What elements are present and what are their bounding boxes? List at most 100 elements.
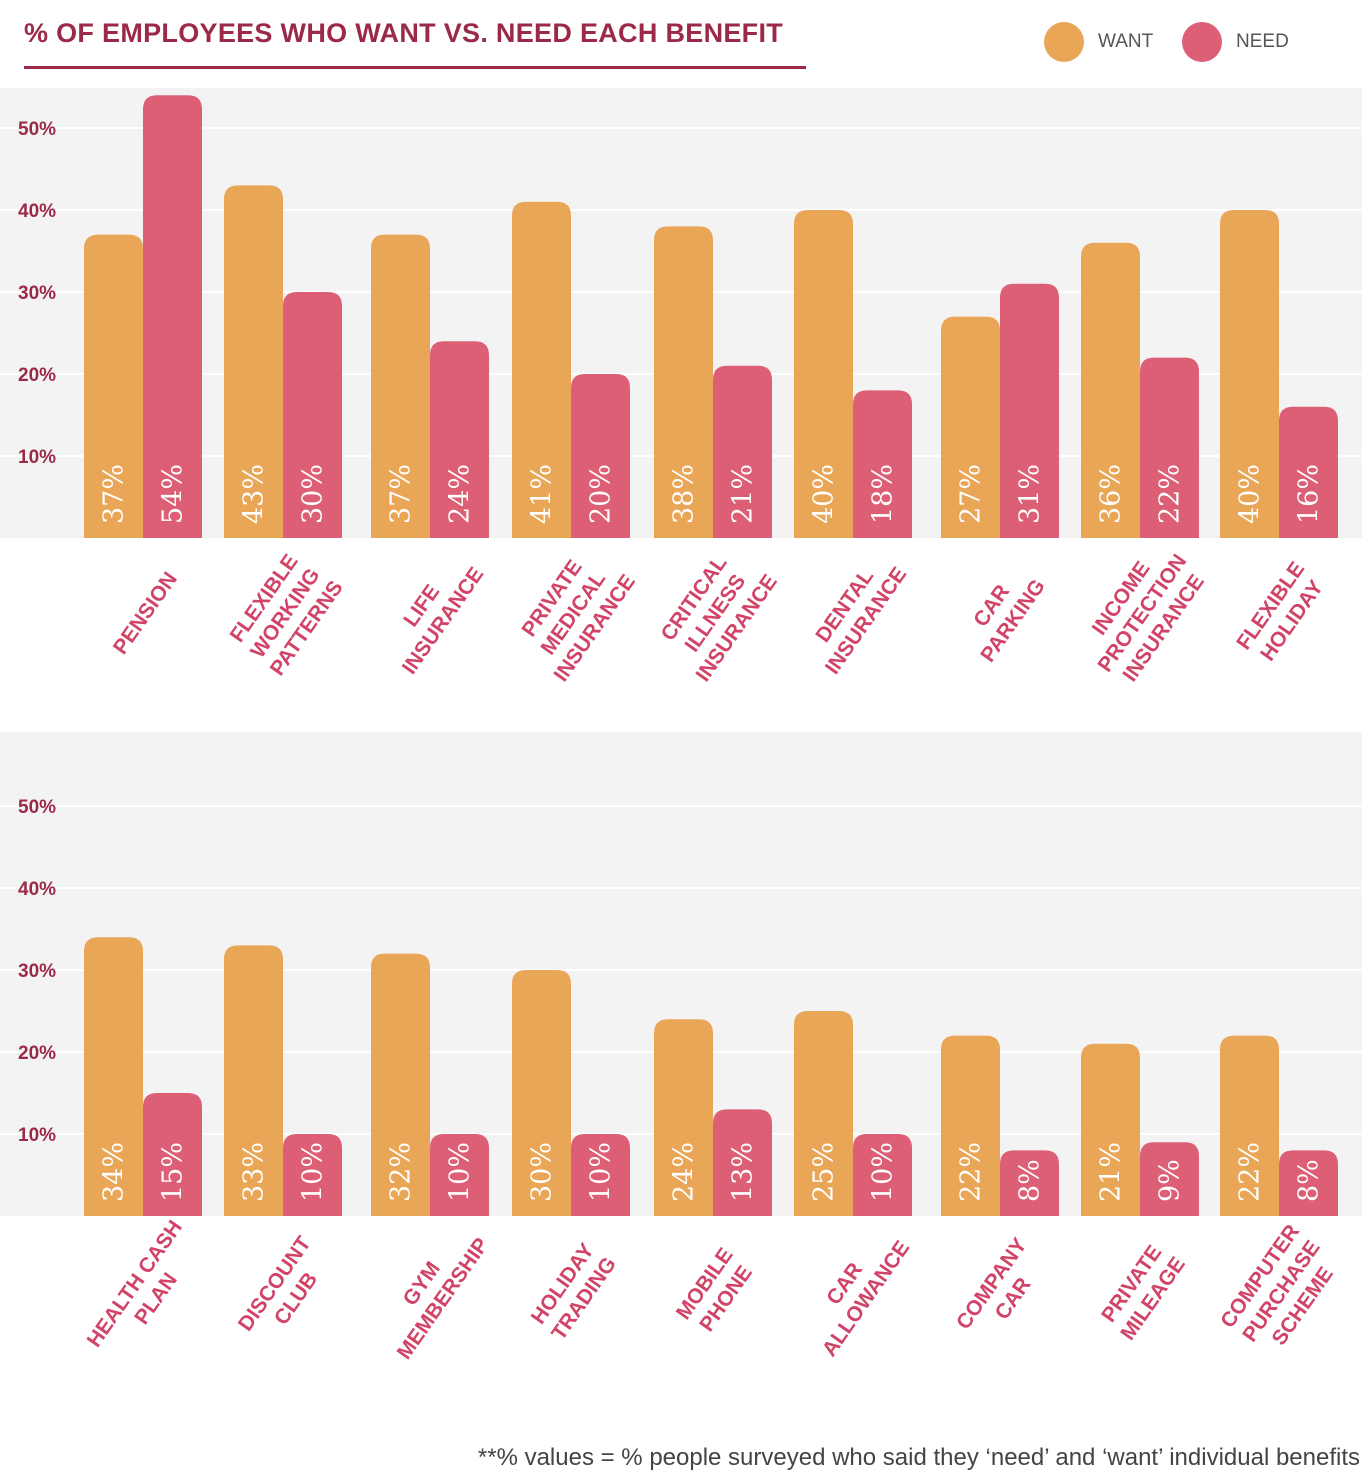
need-bar [713, 1109, 772, 1216]
want-value-label: 32% [386, 1142, 417, 1202]
need-bar [143, 1093, 202, 1216]
want-value-label: 24% [669, 1142, 700, 1202]
need-bar [430, 341, 489, 538]
want-bar [1220, 210, 1279, 538]
category-label: CARPARKING [955, 560, 1050, 666]
legend-want: WANT [1044, 22, 1153, 62]
legend-want-label: WANT [1098, 31, 1154, 52]
need-value-label: 22% [1155, 464, 1186, 524]
need-bar [853, 390, 912, 538]
chart-panel-2: 10% 20% 30% 40% 50% 34% 15% HEALTH CASHPLAN 33% 1… [0, 797, 1362, 1366]
want-bar [654, 1019, 713, 1216]
want-value-label: 27% [956, 464, 987, 524]
want-value-label: 37% [386, 464, 417, 524]
need-bar [283, 292, 342, 538]
need-value-label: 8% [1294, 1159, 1325, 1202]
want-bar [224, 185, 283, 538]
category-label: GYMMEMBERSHIP [372, 1219, 494, 1364]
want-bar [512, 970, 571, 1216]
want-value-label: 43% [239, 464, 270, 524]
y-tick-label: 30% [18, 283, 56, 304]
y-tick-label: 30% [18, 961, 56, 982]
want-value-label: 36% [1096, 464, 1127, 524]
need-value-label: 10% [868, 1142, 899, 1202]
category-label: CRITICALILLNESSINSURANCE [649, 541, 782, 686]
footnote: **% values = % people surveyed who said … [477, 1444, 1360, 1471]
need-value-label: 31% [1015, 464, 1046, 524]
need-bar [571, 374, 630, 538]
category-label: COMPANYCAR [952, 1234, 1053, 1349]
want-value-label: 25% [809, 1142, 840, 1202]
y-tick-label: 50% [18, 797, 56, 818]
category-label: CARALLOWANCE [797, 1222, 915, 1361]
want-value-label: 22% [1235, 1142, 1266, 1202]
want-bar [941, 316, 1000, 538]
want-value-label: 21% [1096, 1142, 1127, 1202]
category-label: DENTALINSURANCE [800, 548, 912, 678]
need-bar [571, 1134, 630, 1216]
need-value-label: 18% [868, 464, 899, 524]
need-value-label: 30% [298, 464, 329, 524]
want-value-label: 40% [809, 464, 840, 524]
want-value-label: 37% [99, 464, 130, 524]
title-underline [24, 66, 806, 69]
need-value-label: 54% [158, 464, 189, 524]
need-bar [1000, 283, 1059, 538]
y-tick-label: 40% [18, 879, 56, 900]
need-value-label: 9% [1155, 1159, 1186, 1202]
need-bar [1140, 1142, 1199, 1216]
need-bar [713, 365, 772, 538]
want-bar [371, 953, 430, 1216]
y-tick-label: 10% [18, 1125, 56, 1146]
want-bar [1081, 1043, 1140, 1216]
need-value-label: 10% [445, 1142, 476, 1202]
need-value-label: 21% [728, 464, 759, 524]
want-value-label: 33% [239, 1142, 270, 1202]
want-bar [654, 226, 713, 538]
need-bar [1000, 1150, 1059, 1216]
chart-title: % OF EMPLOYEES WHO WANT VS. NEED EACH BE… [24, 18, 784, 48]
want-value-label: 40% [1235, 464, 1266, 524]
legend-need-swatch [1182, 22, 1222, 62]
need-value-label: 8% [1015, 1159, 1046, 1202]
want-bar [794, 210, 853, 538]
category-label: MOBILEPHONE [672, 1244, 759, 1339]
want-value-label: 34% [99, 1142, 130, 1202]
need-value-label: 13% [728, 1142, 759, 1202]
legend-need: NEED [1182, 22, 1289, 62]
want-value-label: 38% [669, 464, 700, 524]
need-bar [1279, 406, 1338, 538]
want-bar [941, 1035, 1000, 1216]
need-value-label: 15% [158, 1142, 189, 1202]
category-label: PRIVATEMILEAGE [1095, 1238, 1190, 1344]
chart-panel-1: 10% 20% 30% 40% 50% 37% 54% PENSION 43% 30% FLEXIB… [0, 95, 1362, 691]
category-label: HEALTH CASHPLAN [83, 1216, 209, 1366]
want-value-label: 41% [527, 464, 558, 524]
want-bar [1220, 1035, 1279, 1216]
want-bar [84, 937, 143, 1216]
need-bar [1279, 1150, 1338, 1216]
legend-want-swatch [1044, 22, 1084, 62]
category-label: PRIVATEMEDICALINSURANCE [507, 541, 640, 686]
need-value-label: 20% [586, 464, 617, 524]
category-label-line: PENSION [109, 568, 182, 659]
y-tick-label: 50% [18, 119, 56, 140]
y-tick-label: 40% [18, 201, 56, 222]
need-value-label: 24% [445, 464, 476, 524]
category-label: INCOMEPROTECTIONINSURANCE [1072, 535, 1212, 691]
want-bar [224, 945, 283, 1216]
want-bar [794, 1011, 853, 1216]
want-bar [371, 234, 430, 538]
need-bar [283, 1134, 342, 1216]
category-label: PENSION [109, 568, 182, 659]
need-bar [1140, 357, 1199, 538]
want-value-label: 30% [527, 1142, 558, 1202]
legend-need-label: NEED [1236, 31, 1289, 52]
y-tick-label: 20% [18, 1043, 56, 1064]
category-label: FLEXIBLEWORKINGPATTERNS [223, 547, 348, 680]
want-bar [512, 201, 571, 539]
need-bar [143, 95, 202, 538]
need-value-label: 10% [586, 1142, 617, 1202]
category-label: DISCOUNTCLUB [234, 1232, 337, 1350]
